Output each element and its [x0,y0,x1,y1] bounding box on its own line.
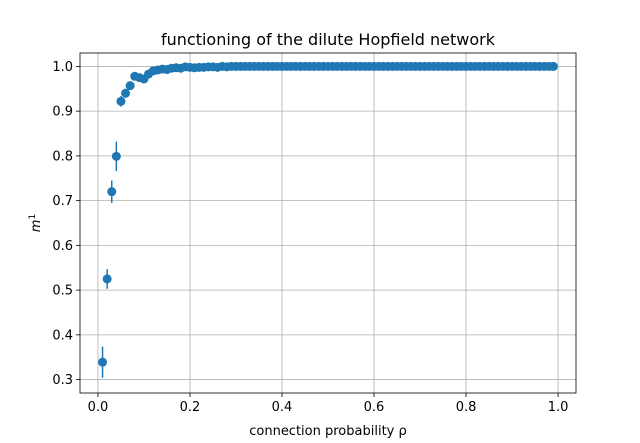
y-tick-label: 0.6 [52,239,73,254]
y-tick-label: 0.4 [52,328,73,343]
plot-frame [79,52,577,394]
data-point [116,96,126,106]
y-axis-label-base: m [29,220,44,233]
x-tick-label: 0.2 [180,400,201,415]
data-point [111,151,121,161]
data-point [102,274,112,284]
y-tick-label: 0.5 [52,284,73,299]
data-point [107,187,117,197]
data-point [121,88,131,98]
y-tick-label: 0.9 [52,105,73,120]
y-tick-label: 1.0 [52,60,73,75]
chart-title: functioning of the dilute Hopfield netwo… [161,30,496,49]
data-point [98,357,108,367]
x-axis-label: connection probability ρ [249,424,407,439]
data-point [548,61,558,71]
x-tick-label: 0.8 [456,400,477,415]
y-tick-label: 0.3 [52,373,73,388]
y-axis-label: m1 [28,214,44,232]
y-axis-ticks: 0.3 0.4 0.5 0.6 0.7 0.8 0.9 1.0 [52,60,80,388]
y-tick-label: 0.7 [52,194,73,209]
x-axis-ticks: 0.0 0.2 0.4 0.6 0.8 1.0 [88,393,569,415]
x-tick-label: 1.0 [548,400,569,415]
y-axis-label-superscript: 1 [28,214,38,220]
x-tick-label: 0.4 [272,400,293,415]
y-tick-label: 0.8 [52,149,73,164]
data-points [98,61,558,367]
x-tick-label: 0.6 [364,400,385,415]
data-point [125,81,135,91]
x-tick-label: 0.0 [88,400,109,415]
